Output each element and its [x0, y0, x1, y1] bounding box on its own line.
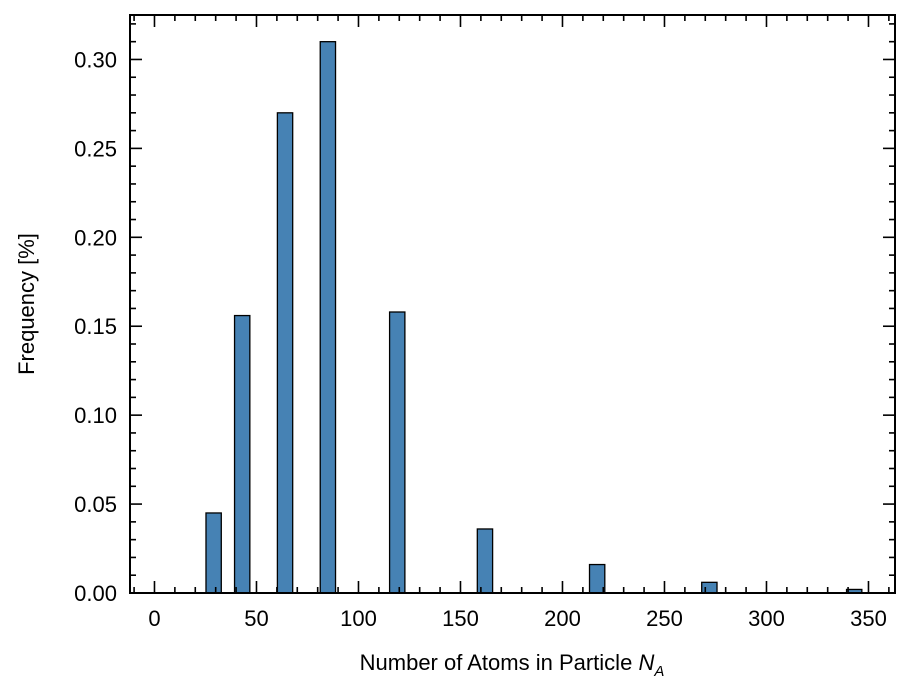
y-tick-labels: 0.00 0.05 0.10 0.15 0.20 0.25 0.30: [74, 47, 117, 606]
x-tick-label: 100: [340, 606, 377, 631]
y-axis-label: Frequency [%]: [14, 233, 39, 375]
y-tick-label: 0.10: [74, 403, 117, 428]
bar: [276, 112, 294, 594]
x-axis-symbol: N: [638, 650, 654, 675]
y-tick-label: 0.05: [74, 492, 117, 517]
x-tick-label: 300: [748, 606, 785, 631]
bar: [319, 41, 337, 594]
x-tick-label: 350: [850, 606, 887, 631]
x-tick-label: 0: [148, 606, 160, 631]
bar: [701, 581, 718, 594]
y-tick-label: 0.20: [74, 225, 117, 250]
y-tick-label: 0.25: [74, 136, 117, 161]
ticks-group: [130, 15, 895, 594]
y-tick-label: 0.00: [74, 581, 117, 606]
y-tick-label: 0.30: [74, 47, 117, 72]
x-tick-label: 250: [646, 606, 683, 631]
x-axis-symbol-subscript: A: [653, 663, 664, 680]
x-axis-label: Number of Atoms in Particle NA: [360, 650, 665, 680]
x-tick-labels: 0 50 100 150 200 250 300 350: [148, 606, 886, 631]
x-tick-label: 200: [544, 606, 581, 631]
bar: [476, 528, 494, 594]
x-tick-label: 50: [244, 606, 268, 631]
bar: [233, 314, 251, 594]
bar: [205, 512, 222, 594]
bar: [388, 311, 406, 594]
x-tick-label: 150: [442, 606, 479, 631]
bars-group: [205, 41, 863, 594]
plot-frame: [129, 14, 896, 594]
x-axis-label-text: Number of Atoms in Particle: [360, 650, 633, 675]
y-tick-label: 0.15: [74, 314, 117, 339]
